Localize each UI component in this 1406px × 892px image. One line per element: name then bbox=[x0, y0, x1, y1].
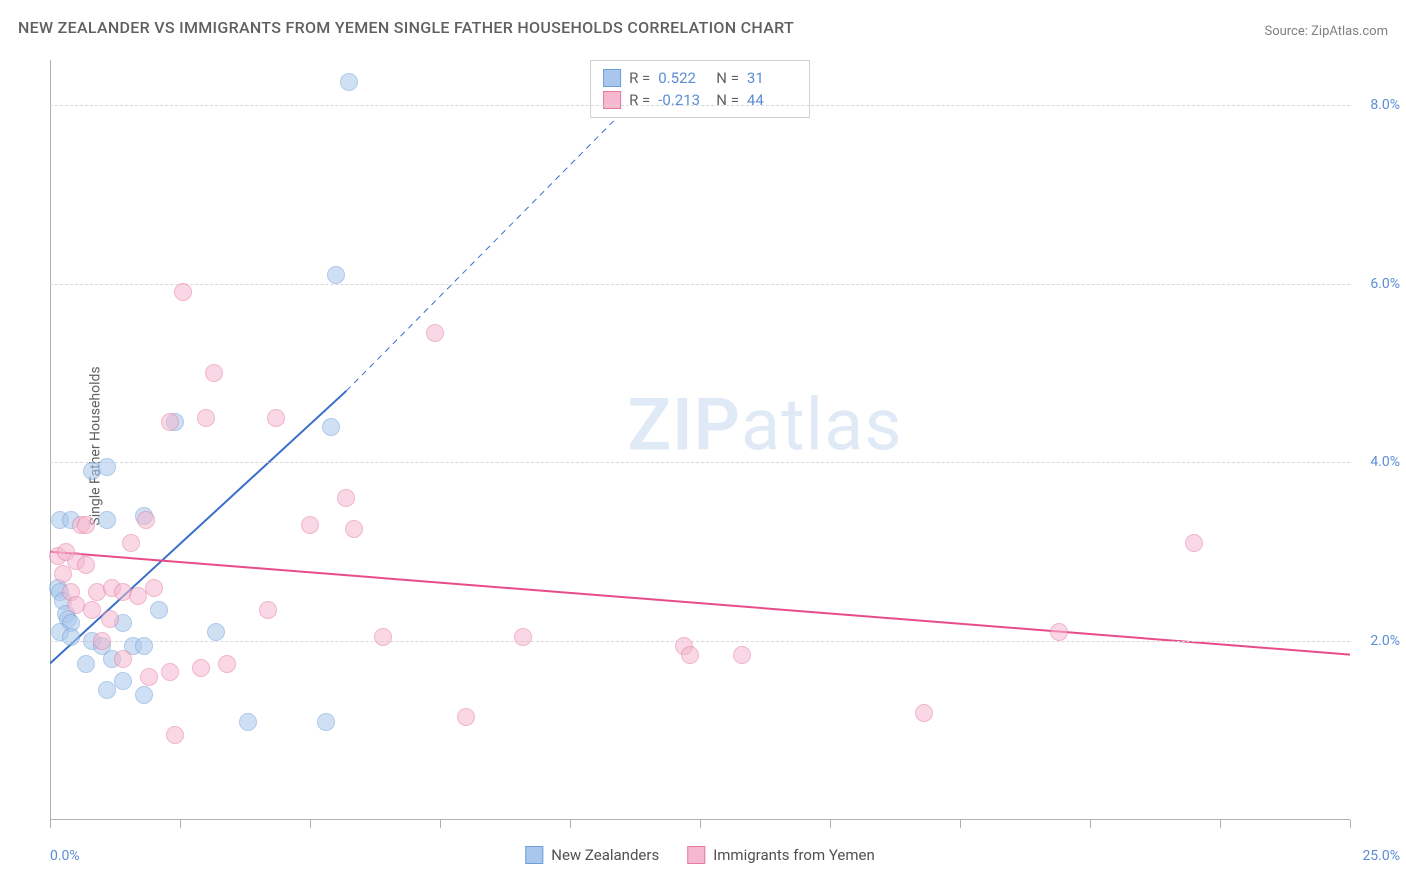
data-point bbox=[1185, 534, 1203, 552]
series-swatch bbox=[603, 69, 621, 87]
data-point bbox=[337, 489, 355, 507]
x-tick bbox=[960, 820, 961, 828]
gridline bbox=[50, 641, 1350, 642]
data-point bbox=[101, 610, 119, 628]
data-point bbox=[98, 681, 116, 699]
data-point bbox=[207, 623, 225, 641]
data-point bbox=[259, 601, 277, 619]
x-tick bbox=[50, 820, 51, 828]
data-point bbox=[426, 324, 444, 342]
gridline bbox=[50, 462, 1350, 463]
y-tick-label: 6.0% bbox=[1370, 276, 1400, 292]
data-point bbox=[140, 668, 158, 686]
data-point bbox=[161, 413, 179, 431]
chart-area: ZIPatlas R = 0.522 N = 31R = -0.213 N = … bbox=[50, 60, 1350, 820]
data-point bbox=[681, 646, 699, 664]
data-point bbox=[733, 646, 751, 664]
data-point bbox=[317, 713, 335, 731]
stats-row: R = 0.522 N = 31 bbox=[603, 67, 797, 89]
legend-item: Immigrants from Yemen bbox=[687, 846, 875, 864]
trend-lines bbox=[50, 60, 1350, 820]
data-point bbox=[239, 713, 257, 731]
data-point bbox=[340, 73, 358, 91]
legend-item: New Zealanders bbox=[525, 846, 659, 864]
data-point bbox=[915, 704, 933, 722]
legend-swatch bbox=[687, 846, 705, 864]
x-max-label: 25.0% bbox=[1362, 848, 1400, 864]
y-tick-label: 2.0% bbox=[1370, 633, 1400, 649]
data-point bbox=[374, 628, 392, 646]
data-point bbox=[145, 579, 163, 597]
data-point bbox=[137, 511, 155, 529]
watermark: ZIPatlas bbox=[627, 382, 902, 467]
stats-row: R = -0.213 N = 44 bbox=[603, 89, 797, 111]
series-swatch bbox=[603, 91, 621, 109]
legend-label: Immigrants from Yemen bbox=[713, 846, 875, 864]
data-point bbox=[301, 516, 319, 534]
data-point bbox=[114, 672, 132, 690]
data-point bbox=[93, 632, 111, 650]
legend: New Zealanders Immigrants from Yemen bbox=[525, 846, 874, 864]
data-point bbox=[62, 628, 80, 646]
x-tick bbox=[1350, 820, 1351, 828]
data-point bbox=[161, 663, 179, 681]
data-point bbox=[54, 565, 72, 583]
x-tick bbox=[1220, 820, 1221, 828]
data-point bbox=[83, 601, 101, 619]
data-point bbox=[166, 726, 184, 744]
legend-swatch bbox=[525, 846, 543, 864]
legend-label: New Zealanders bbox=[551, 846, 659, 864]
y-tick-label: 8.0% bbox=[1370, 97, 1400, 113]
gridline bbox=[50, 284, 1350, 285]
data-point bbox=[77, 655, 95, 673]
x-tick bbox=[310, 820, 311, 828]
y-axis-line bbox=[50, 60, 51, 820]
x-tick bbox=[1090, 820, 1091, 828]
data-point bbox=[218, 655, 236, 673]
plot-region: ZIPatlas R = 0.522 N = 31R = -0.213 N = … bbox=[50, 60, 1350, 820]
data-point bbox=[77, 516, 95, 534]
x-tick bbox=[180, 820, 181, 828]
data-point bbox=[98, 511, 116, 529]
x-min-label: 0.0% bbox=[50, 848, 80, 864]
data-point bbox=[174, 283, 192, 301]
data-point bbox=[192, 659, 210, 677]
x-tick bbox=[440, 820, 441, 828]
data-point bbox=[77, 556, 95, 574]
stats-box: R = 0.522 N = 31R = -0.213 N = 44 bbox=[590, 60, 810, 118]
data-point bbox=[205, 364, 223, 382]
data-point bbox=[322, 418, 340, 436]
y-tick-label: 4.0% bbox=[1370, 454, 1400, 470]
gridline bbox=[50, 105, 1350, 106]
data-point bbox=[122, 534, 140, 552]
data-point bbox=[135, 686, 153, 704]
data-point bbox=[135, 637, 153, 655]
source-label: Source: ZipAtlas.com bbox=[1264, 24, 1388, 39]
chart-title: NEW ZEALANDER VS IMMIGRANTS FROM YEMEN S… bbox=[18, 18, 794, 37]
x-tick bbox=[700, 820, 701, 828]
data-point bbox=[267, 409, 285, 427]
data-point bbox=[197, 409, 215, 427]
data-point bbox=[150, 601, 168, 619]
x-tick bbox=[830, 820, 831, 828]
data-point bbox=[1050, 623, 1068, 641]
data-point bbox=[327, 266, 345, 284]
data-point bbox=[457, 708, 475, 726]
data-point bbox=[345, 520, 363, 538]
data-point bbox=[114, 650, 132, 668]
x-tick bbox=[570, 820, 571, 828]
data-point bbox=[514, 628, 532, 646]
data-point bbox=[98, 458, 116, 476]
